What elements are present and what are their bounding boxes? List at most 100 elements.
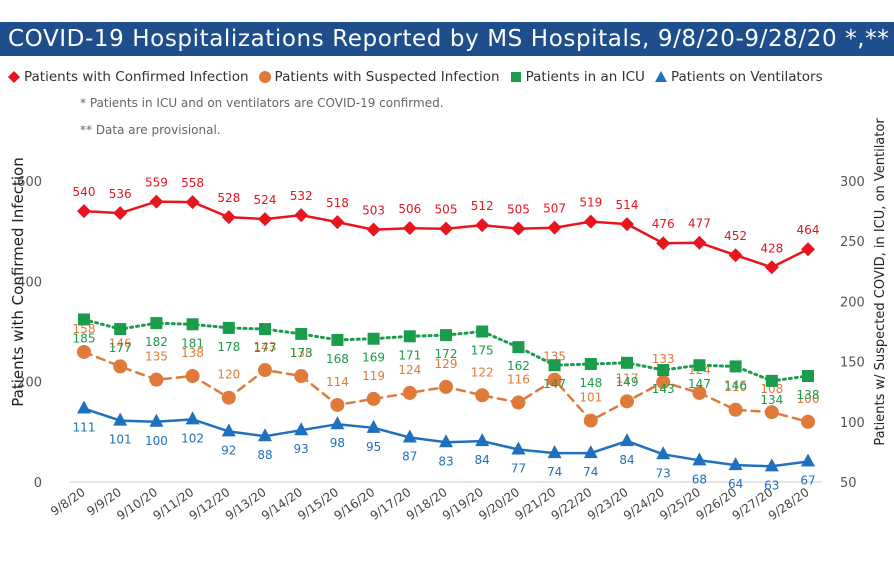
- data-point: [764, 458, 779, 472]
- note-icu-ventilator: * Patients in ICU and on ventilators are…: [80, 96, 444, 110]
- data-label: 507: [543, 202, 566, 216]
- data-point: [547, 220, 562, 235]
- data-point: [547, 445, 562, 459]
- data-point: [476, 325, 489, 338]
- data-point: [439, 379, 453, 394]
- data-point: [764, 260, 779, 275]
- data-label: 143: [254, 340, 277, 354]
- data-point: [802, 370, 814, 383]
- legend-item-confirmed[interactable]: Patients with Confirmed Infection: [8, 69, 249, 85]
- data-point: [583, 214, 598, 229]
- data-label: 514: [616, 198, 639, 212]
- data-label: 149: [616, 375, 639, 389]
- data-point: [584, 358, 597, 371]
- legend-item-icu[interactable]: Patients in an ICU: [510, 69, 645, 85]
- data-label: 147: [543, 377, 566, 391]
- data-label: 172: [435, 347, 458, 361]
- data-label: 158: [73, 322, 96, 336]
- data-label: 100: [797, 392, 820, 406]
- circle-icon: [258, 71, 271, 83]
- data-label: 77: [511, 461, 526, 475]
- data-label: 74: [547, 465, 562, 479]
- data-point: [801, 414, 815, 429]
- data-label: 135: [145, 350, 168, 364]
- data-point: [150, 317, 163, 330]
- chart-title: COVID-19 Hospitalizations Reported by MS…: [8, 26, 890, 52]
- data-point: [77, 344, 91, 359]
- data-label: 168: [326, 352, 349, 366]
- data-label: 88: [257, 448, 272, 462]
- data-label: 540: [73, 185, 96, 199]
- data-label: 464: [797, 223, 820, 237]
- legend-label-confirmed: Patients with Confirmed Infection: [24, 69, 249, 85]
- data-label: 134: [760, 393, 783, 407]
- data-label: 101: [579, 391, 602, 405]
- y-tick-label: 0: [34, 476, 42, 491]
- data-point: [656, 375, 671, 390]
- data-point: [78, 313, 90, 326]
- data-point: [185, 195, 200, 210]
- data-label: 87: [402, 449, 417, 463]
- y2-axis-title: Patients w/ Suspected COVID, in ICU, on …: [873, 118, 888, 446]
- title-bar: COVID-19 Hospitalizations Reported by MS…: [0, 22, 894, 56]
- data-label: 138: [797, 388, 820, 402]
- data-point: [259, 323, 271, 336]
- y2-tick-label: 50: [840, 476, 857, 491]
- data-label: 476: [652, 217, 675, 231]
- legend-label-suspected: Patients with Suspected Infection: [274, 69, 500, 85]
- data-label: 512: [471, 199, 494, 213]
- y2-tick-label: 250: [840, 235, 865, 250]
- y-tick-label: 400: [17, 275, 42, 290]
- data-label: 102: [181, 431, 204, 445]
- data-label: 146: [109, 336, 132, 350]
- data-point: [366, 419, 381, 433]
- data-label: 119: [362, 369, 385, 383]
- data-point: [548, 359, 561, 372]
- data-label: 147: [688, 377, 711, 391]
- data-point: [657, 364, 670, 377]
- data-label: 506: [398, 202, 421, 216]
- data-point: [221, 423, 236, 437]
- y2-tick-label: 200: [840, 295, 865, 310]
- data-label: 173: [290, 346, 313, 360]
- data-point: [692, 452, 707, 466]
- data-point: [403, 330, 416, 343]
- data-label: 518: [326, 196, 349, 210]
- legend-item-suspected[interactable]: Patients with Suspected Infection: [258, 69, 500, 85]
- triangle-icon: [654, 71, 667, 82]
- data-point: [692, 235, 707, 250]
- data-point: [512, 341, 525, 354]
- data-label: 532: [290, 189, 313, 203]
- data-label: 92: [221, 443, 236, 457]
- data-point: [258, 428, 272, 442]
- data-point: [728, 402, 743, 417]
- x-tick-label: 9/8/20: [48, 485, 88, 519]
- data-label: 528: [217, 191, 240, 205]
- data-label: 101: [109, 433, 132, 447]
- data-label: 524: [254, 193, 277, 207]
- data-point: [330, 397, 345, 412]
- data-point: [475, 218, 490, 233]
- data-point: [656, 236, 671, 251]
- data-label: 169: [362, 351, 385, 365]
- data-label: 177: [109, 341, 132, 355]
- legend-label-icu: Patients in an ICU: [525, 69, 645, 85]
- data-point: [149, 372, 164, 387]
- data-point: [439, 221, 453, 236]
- legend-item-ventilators[interactable]: Patients on Ventilators: [654, 69, 823, 85]
- y-axis-title: Patients with Confirmed Infection: [9, 157, 27, 406]
- data-point: [258, 212, 272, 227]
- y-tick-label: 200: [17, 376, 42, 391]
- data-label: 98: [330, 436, 345, 450]
- data-point: [331, 333, 344, 346]
- data-point: [330, 416, 345, 430]
- data-point: [330, 215, 345, 230]
- data-label: 74: [583, 465, 598, 479]
- data-label: 162: [507, 359, 530, 373]
- data-point: [475, 433, 490, 447]
- data-point: [221, 210, 236, 225]
- data-point: [186, 318, 199, 331]
- data-label: 83: [438, 454, 453, 468]
- data-label: 559: [145, 176, 168, 190]
- data-point: [114, 323, 127, 336]
